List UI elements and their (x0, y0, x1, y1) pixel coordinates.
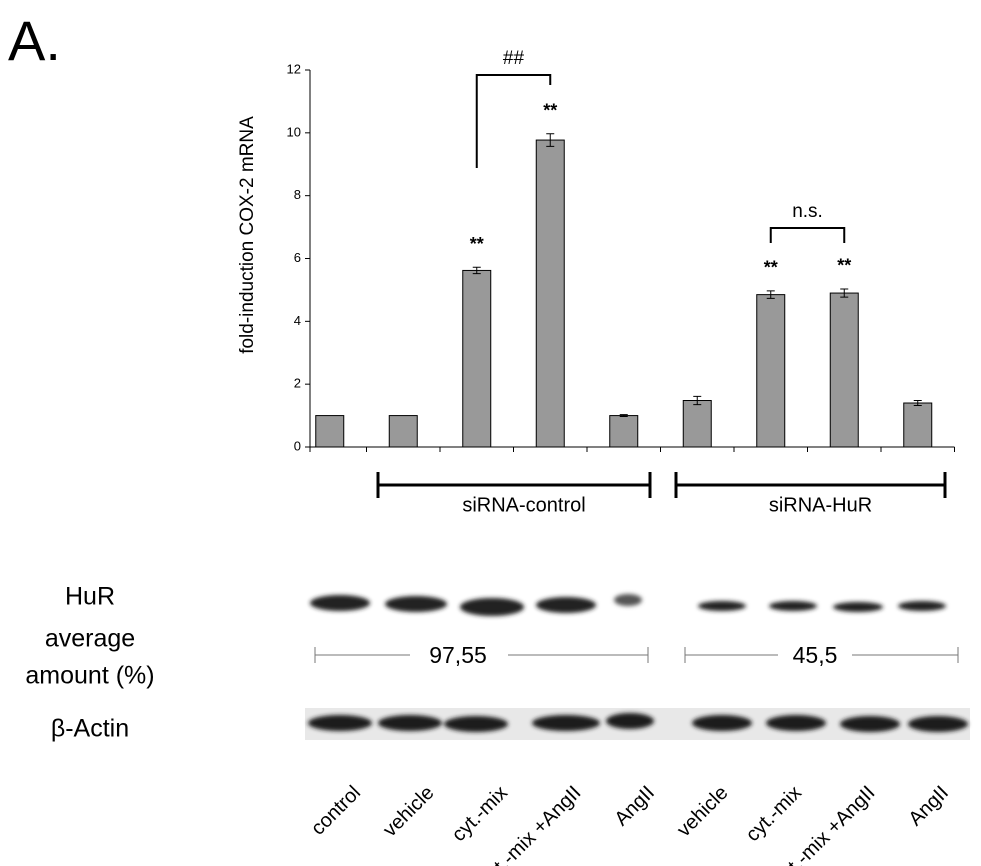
x-tick-label: cyt.-mix (742, 782, 806, 846)
y-axis-label: fold-induction COX-2 mRNA (237, 116, 258, 354)
group-label: siRNA-HuR (769, 494, 872, 516)
hur-blot (310, 594, 946, 616)
average-brackets (315, 647, 958, 663)
bar (316, 416, 344, 447)
significance-marker: ** (837, 256, 851, 276)
x-tick-label: cyt.-mix (448, 782, 512, 846)
bar (389, 416, 417, 447)
hur-label: HuR (65, 583, 115, 611)
bar (536, 140, 564, 447)
y-tick-label: 10 (287, 124, 301, 139)
y-tick-label: 12 (287, 61, 301, 76)
bar (830, 293, 858, 447)
significance-marker: ** (764, 258, 778, 278)
comparison-label: ## (503, 48, 525, 69)
average-value: 97,55 (429, 642, 487, 668)
comparison-bracket (771, 228, 845, 243)
y-tick-label: 2 (294, 376, 301, 391)
x-tick-label: AngII (610, 782, 659, 831)
actin-label: β-Actin (51, 715, 129, 743)
x-tick-label: vehicle (673, 782, 733, 842)
y-tick-label: 4 (294, 313, 301, 328)
bar (610, 416, 638, 447)
figure: A. fold-induction COX-2 mRNA HuR average… (0, 0, 981, 866)
comparison-label: n.s. (792, 201, 823, 222)
panel-title: A. (8, 9, 61, 72)
significance-marker: ** (470, 234, 484, 254)
average-label: amount (%) (25, 662, 154, 690)
group-label: siRNA-control (462, 494, 585, 516)
bar (463, 270, 491, 447)
x-tick-label: vehicle (379, 782, 439, 842)
significance-marker: ** (543, 101, 557, 121)
y-tick-label: 6 (294, 250, 301, 265)
x-tick-label: control (307, 782, 365, 840)
y-tick-label: 8 (294, 187, 301, 202)
average-value: 45,5 (793, 642, 838, 668)
y-tick-label: 0 (294, 438, 301, 453)
bar (757, 295, 785, 447)
bar (904, 403, 932, 447)
average-label: average (45, 625, 135, 653)
bar (683, 401, 711, 447)
x-tick-label: AngII (904, 782, 953, 831)
